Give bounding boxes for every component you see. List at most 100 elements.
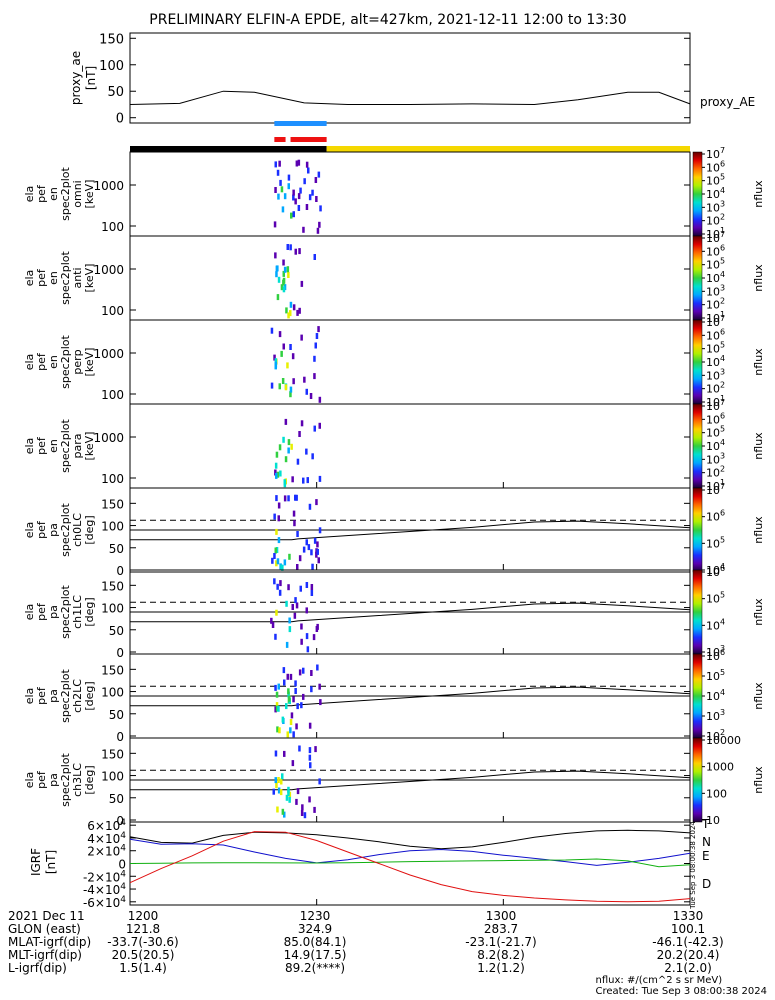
spectrogram-cell xyxy=(280,350,283,357)
colorbar-label: nflux xyxy=(752,180,765,208)
spectrogram-cell xyxy=(319,205,322,212)
panel-ylabel: omni xyxy=(71,180,84,207)
spectrogram-cell xyxy=(300,280,304,287)
igrf-ylabel: IGRF xyxy=(29,848,43,876)
igrf-ylabel-unit: [nT] xyxy=(44,850,58,874)
colorbar-tick-label: 104 xyxy=(706,186,725,201)
panel-ylabel: en xyxy=(47,187,60,201)
spectrogram-cell xyxy=(310,670,313,676)
spectrogram-cell xyxy=(287,272,290,278)
status-bar-blue xyxy=(274,121,327,126)
spectrogram-cell xyxy=(303,376,306,383)
colorbar-tick-label: 103 xyxy=(706,451,725,466)
panel-ylabel: en xyxy=(47,355,60,369)
colorbar-tick-label: 103 xyxy=(706,367,725,382)
footer-row-label: GLON (east) xyxy=(8,922,81,936)
footer-value: 2.1(2.0) xyxy=(664,961,712,975)
spectrogram-cell xyxy=(274,469,277,476)
panel-ylabel: pef xyxy=(35,184,48,203)
spectrogram-cell xyxy=(295,798,298,805)
spectrogram-cell xyxy=(287,495,290,502)
spectrogram-cell xyxy=(271,622,275,628)
colorbar-tick-label: 104 xyxy=(706,438,725,453)
panel-ylabel: pa xyxy=(47,689,60,703)
y-tick-label: 150 xyxy=(101,579,124,593)
panel-ylabel: pef xyxy=(35,770,48,789)
footer-value: -33.7(-30.6) xyxy=(107,935,179,949)
spectrogram-cell xyxy=(287,183,290,190)
spectrogram-cell xyxy=(288,791,292,798)
pa_ch0LC-spectrogram-cells xyxy=(271,494,322,571)
igrf-frame xyxy=(129,821,691,906)
spectrogram-cell xyxy=(318,221,321,228)
colorbar-tick-label: 101 xyxy=(706,226,725,241)
field-line-angle-curve xyxy=(130,686,691,707)
spectrogram-cell xyxy=(310,686,313,693)
spectrogram-cell xyxy=(289,391,292,398)
colorbar-label: nflux xyxy=(752,432,765,460)
y-tick-label: 0 xyxy=(116,112,124,127)
spectrogram-cell xyxy=(278,444,282,451)
spectrogram-cell xyxy=(310,584,314,590)
spectrogram-cell xyxy=(276,471,280,478)
spectrogram-cell xyxy=(294,494,297,501)
spectrogram-cell xyxy=(296,309,299,316)
spectrogram-cell xyxy=(272,788,275,795)
spectrogram-cell xyxy=(312,634,316,641)
spectrogram-cell xyxy=(317,326,320,333)
spectrogram-cell xyxy=(271,557,274,564)
proxy-ae-ylabel: proxy_ae xyxy=(69,51,83,105)
spectrogram-cell xyxy=(294,198,297,205)
spectrogram-cell xyxy=(305,204,309,210)
colorbar-tick-label: 101 xyxy=(706,310,725,325)
footer-value: 121.8 xyxy=(125,922,161,936)
spectrogram-cell xyxy=(292,211,295,218)
panel-ylabel: spec2plot xyxy=(59,753,72,807)
y-tick-label: 150 xyxy=(101,663,124,677)
footer-value: 1330 xyxy=(672,909,704,923)
panel-ylabel: ela xyxy=(23,438,36,455)
spectrogram-cell xyxy=(275,528,278,535)
y-tick-label: 100 xyxy=(101,304,124,318)
y-tick-label: 100 xyxy=(101,388,124,402)
spectrogram-cell xyxy=(298,555,302,562)
spectrogram-cell xyxy=(280,186,284,193)
status-bar-black xyxy=(130,146,327,152)
panel-ylabel: [deg] xyxy=(83,765,96,794)
spectrogram-cell xyxy=(302,667,305,674)
panel-ylabel: pef xyxy=(35,268,48,287)
side-timestamp: Tue Sep 3 08:00:38 2024 xyxy=(689,821,697,910)
spectrogram-cell xyxy=(277,515,280,522)
igrf-series-N xyxy=(129,838,691,866)
spectrogram-cell xyxy=(282,436,285,443)
y-tick-label: 150 xyxy=(101,497,124,511)
spectrogram-cell xyxy=(294,248,297,255)
spectrogram-cell xyxy=(302,693,305,700)
spectrogram-cell xyxy=(277,777,280,783)
colorbar xyxy=(692,403,703,489)
spectrogram-cell xyxy=(308,194,312,201)
spectrogram-cell xyxy=(274,684,277,691)
spectrogram-cell xyxy=(297,193,301,200)
spectrogram-cell xyxy=(276,558,280,565)
colorbar-label: nflux xyxy=(752,766,765,794)
spectrogram-cell xyxy=(294,688,297,694)
spectrogram-cell xyxy=(297,159,301,166)
pa_ch3LC-spectrogram-cells xyxy=(272,745,321,819)
panel-ylabel: pef xyxy=(35,686,48,705)
proxy-ae-frame xyxy=(129,32,691,124)
spectrogram-cell xyxy=(296,531,299,537)
spectrogram-cell xyxy=(293,520,296,527)
colorbar xyxy=(692,319,703,405)
spectrogram-cell xyxy=(315,626,319,632)
spectrogram-cell xyxy=(300,623,303,630)
footer-value: 324.9 xyxy=(297,922,333,936)
panel-ylabel: [keV] xyxy=(83,180,96,209)
spectrogram-cell xyxy=(305,633,309,640)
spectrogram-cell xyxy=(279,179,282,186)
panel-ylabel: pef xyxy=(35,520,48,539)
spectrogram-cell xyxy=(283,193,287,200)
spectrogram-cell xyxy=(311,563,314,570)
spectrogram-cell xyxy=(288,796,291,803)
spectrogram-cell xyxy=(313,254,316,260)
